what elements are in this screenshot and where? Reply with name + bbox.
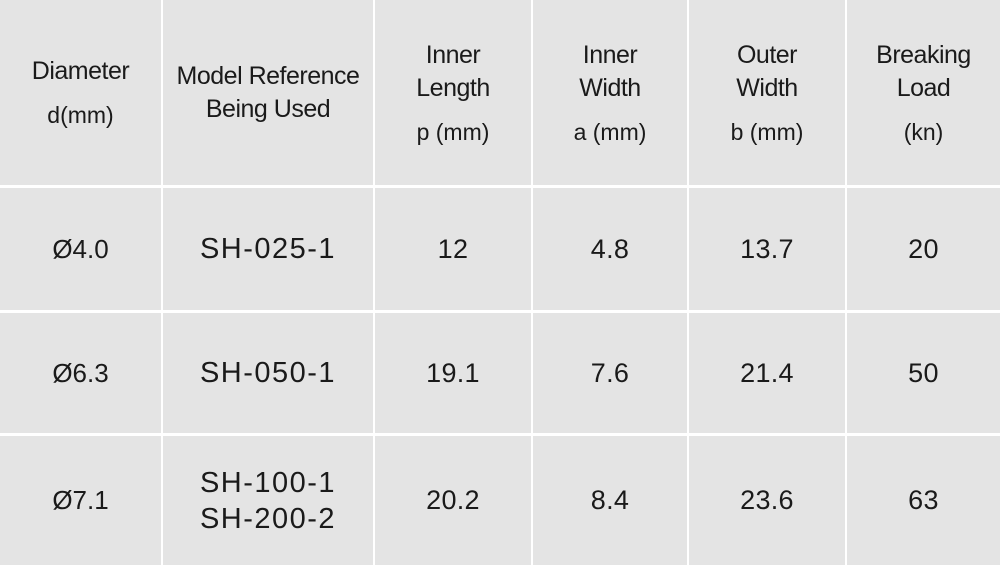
table-row-2-diameter: Ø6.3 (0, 313, 163, 436)
inner-length-value: 12 (437, 233, 469, 264)
header-inner-width-line1: Inner (582, 40, 638, 69)
inner-width-value: 8.4 (590, 485, 630, 515)
table-row-2-model: SH-050-1 (163, 313, 375, 436)
header-inner-length-line2: Length (416, 73, 490, 102)
header-inner-width: Inner Width a (mm) (533, 0, 689, 188)
model-reference-value: SH-025-1 (199, 233, 337, 265)
header-outer-width-line2: Width (736, 73, 798, 102)
outer-width-value: 23.6 (740, 485, 794, 515)
table-row-2-inner-length: 19.1 (375, 313, 533, 436)
diameter-value: Ø4.0 (52, 233, 109, 264)
table-row-3-diameter: Ø7.1 (0, 436, 163, 565)
header-inner-width-line2: Width (579, 73, 641, 102)
header-model-reference-line1: Model Reference (176, 61, 360, 90)
table-row-2-inner-width: 7.6 (533, 313, 689, 436)
model-reference-value: SH-100-1 (199, 466, 337, 499)
header-breaking-load: Breaking Load (kn) (847, 0, 1000, 188)
outer-width-value: 21.4 (740, 357, 794, 388)
breaking-load-value: 50 (908, 357, 939, 388)
table-row-1-diameter: Ø4.0 (0, 188, 163, 313)
header-inner-width-unit: a (mm) (573, 118, 647, 145)
table-row-2-outer-width: 21.4 (689, 313, 847, 436)
header-inner-length: Inner Length p (mm) (375, 0, 533, 188)
header-outer-width-unit: b (mm) (730, 118, 804, 145)
inner-length-value: 19.1 (426, 357, 480, 388)
model-reference-value: SH-200-2 (199, 502, 337, 535)
diameter-value: Ø7.1 (52, 485, 109, 515)
table-row-3-model: SH-100-1 SH-200-2 (163, 436, 375, 565)
model-reference-value: SH-050-1 (199, 357, 337, 389)
outer-width-value: 13.7 (740, 233, 794, 264)
header-outer-width-line1: Outer (736, 40, 798, 69)
table-row-1-breaking-load: 20 (847, 188, 1000, 313)
table-row-1-outer-width: 13.7 (689, 188, 847, 313)
header-inner-length-unit: p (mm) (416, 118, 490, 145)
inner-width-value: 4.8 (590, 233, 630, 264)
diameter-value: Ø6.3 (52, 357, 109, 388)
inner-width-value: 7.6 (590, 357, 630, 388)
table-row-3-inner-width: 8.4 (533, 436, 689, 565)
header-inner-length-line1: Inner (425, 40, 481, 69)
header-diameter: Diameter d(mm) (0, 0, 163, 188)
header-breaking-load-line1: Breaking (876, 40, 971, 69)
table-row-1-inner-length: 12 (375, 188, 533, 313)
header-outer-width: Outer Width b (mm) (689, 0, 847, 188)
header-breaking-load-line2: Load (896, 73, 951, 102)
table-row-3-breaking-load: 63 (847, 436, 1000, 565)
header-diameter-title: Diameter (31, 57, 130, 85)
header-breaking-load-unit: (kn) (903, 118, 944, 145)
header-model-reference: Model Reference Being Used (163, 0, 375, 188)
table-row-3-inner-length: 20.2 (375, 436, 533, 565)
table-row-1-inner-width: 4.8 (533, 188, 689, 313)
header-model-reference-line2: Being Used (205, 94, 331, 123)
inner-length-value: 20.2 (426, 485, 480, 515)
header-diameter-unit: d(mm) (47, 102, 114, 128)
breaking-load-value: 20 (908, 233, 939, 264)
table-row-1-model: SH-025-1 (163, 188, 375, 313)
breaking-load-value: 63 (908, 485, 939, 515)
table-row-2-breaking-load: 50 (847, 313, 1000, 436)
table-row-3-outer-width: 23.6 (689, 436, 847, 565)
